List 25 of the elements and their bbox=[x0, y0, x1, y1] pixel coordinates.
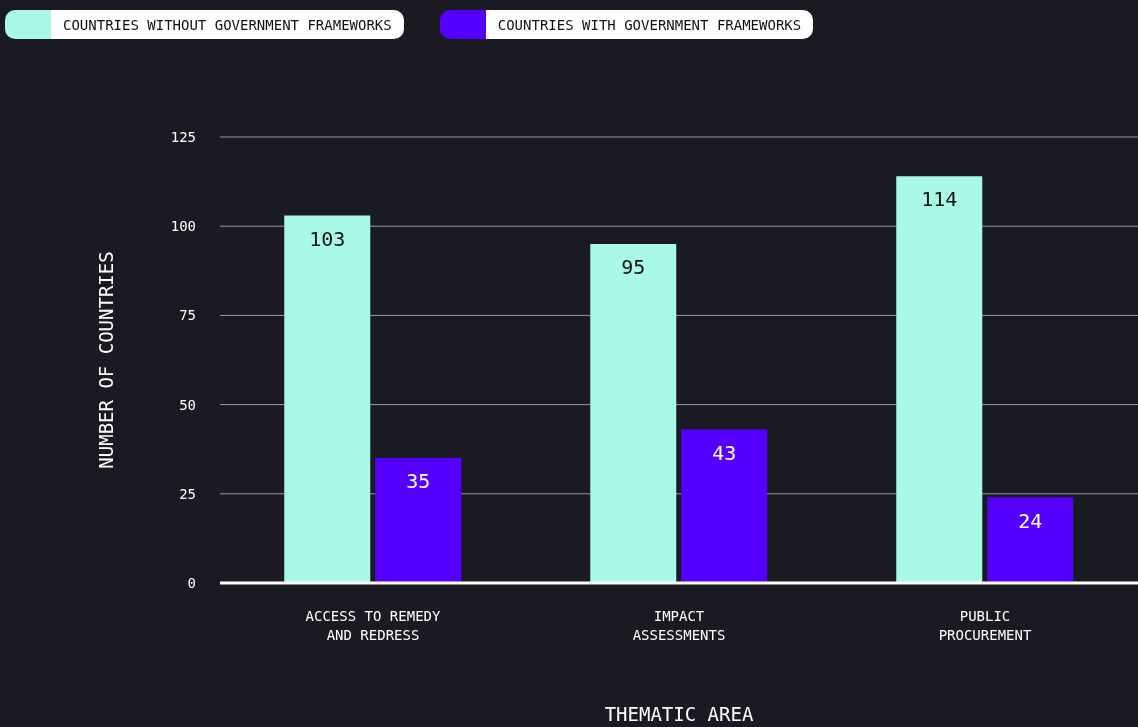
y-tick-label: 50 bbox=[179, 396, 196, 413]
bar bbox=[896, 176, 983, 583]
legend-label: COUNTRIES WITHOUT GOVERNMENT FRAMEWORKS bbox=[51, 10, 404, 39]
bar bbox=[987, 497, 1074, 583]
x-axis-title: THEMATIC AREA bbox=[604, 703, 754, 725]
data-label: 95 bbox=[621, 255, 646, 280]
data-label: 103 bbox=[309, 226, 346, 251]
y-axis-title: NUMBER OF COUNTRIES bbox=[94, 251, 117, 469]
data-label: 35 bbox=[406, 469, 431, 494]
y-tick-label: 0 bbox=[187, 574, 196, 591]
x-tick-label: IMPACT ASSESSMENTS bbox=[632, 608, 726, 643]
y-tick-label: 75 bbox=[179, 307, 196, 324]
bar bbox=[590, 244, 677, 583]
y-tick-label: 100 bbox=[170, 218, 196, 235]
data-label: 24 bbox=[1018, 508, 1043, 533]
legend-label: COUNTRIES WITH GOVERNMENT FRAMEWORKS bbox=[485, 10, 814, 39]
bar bbox=[284, 215, 371, 583]
x-tick-label: ACCESS TO REMEDY AND REDRESS bbox=[305, 608, 441, 643]
data-label: 114 bbox=[921, 187, 958, 212]
y-tick-label: 25 bbox=[179, 485, 196, 502]
bar bbox=[681, 429, 768, 583]
x-tick-label: PUBLIC PROCUREMENT bbox=[938, 608, 1032, 643]
bar bbox=[375, 458, 462, 583]
data-label: 43 bbox=[712, 440, 737, 465]
y-tick-label: 125 bbox=[170, 128, 196, 145]
